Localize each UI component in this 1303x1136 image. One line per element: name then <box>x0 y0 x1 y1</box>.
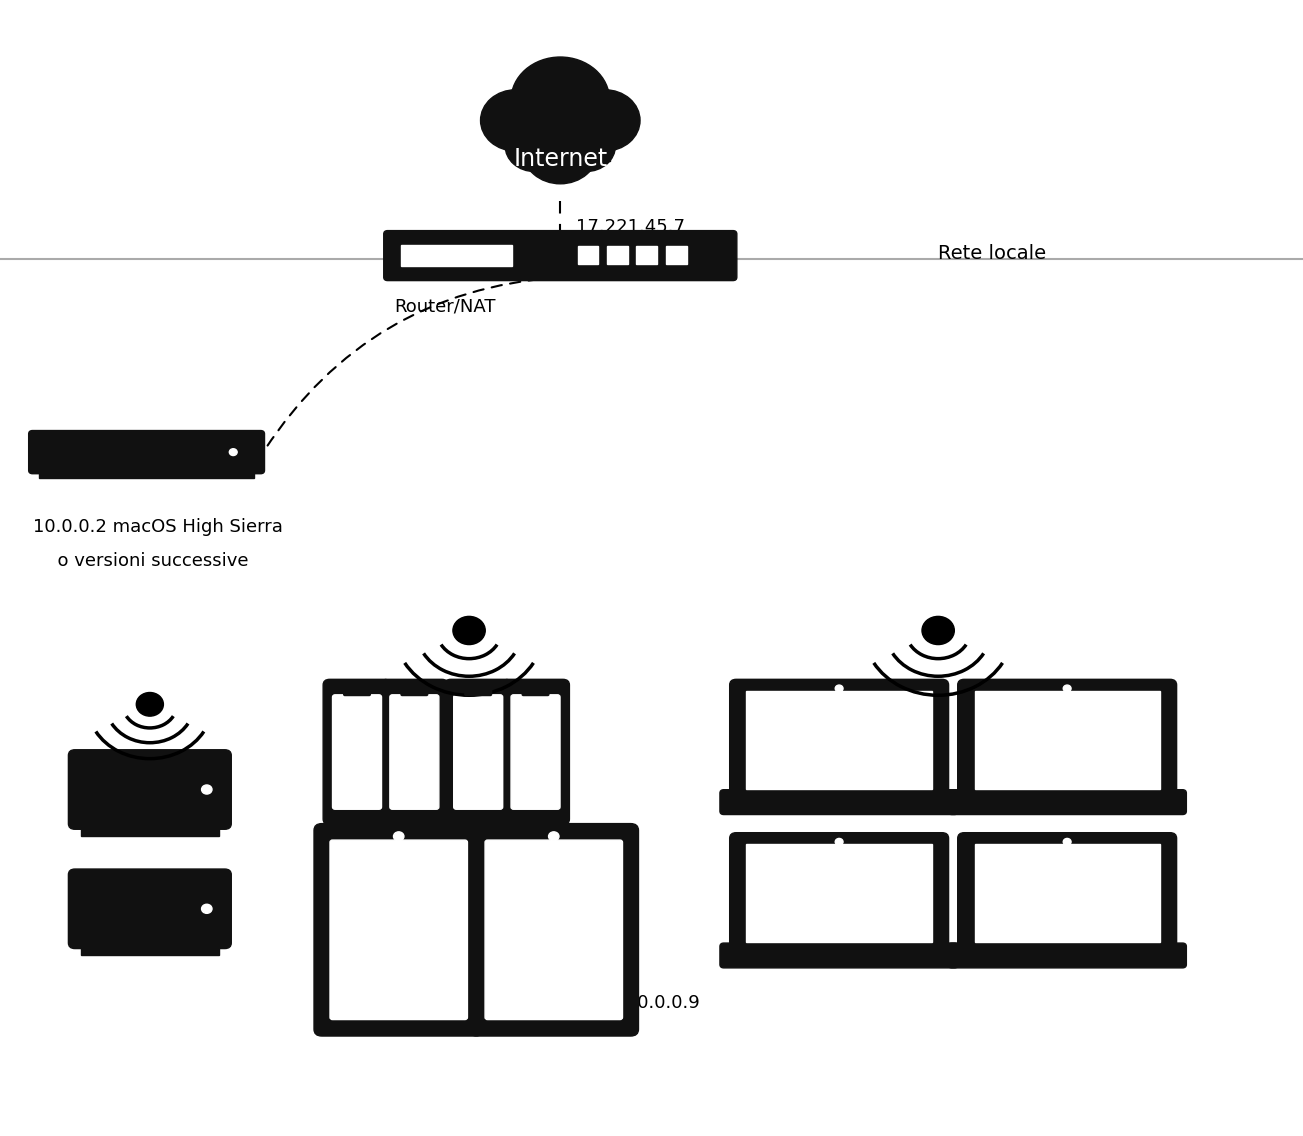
FancyBboxPatch shape <box>721 943 958 968</box>
FancyBboxPatch shape <box>607 247 628 265</box>
FancyBboxPatch shape <box>344 687 370 695</box>
FancyBboxPatch shape <box>958 679 1177 799</box>
Text: 10.0.0.2 macOS High Sierra: 10.0.0.2 macOS High Sierra <box>33 518 283 536</box>
Circle shape <box>202 785 212 794</box>
Circle shape <box>511 57 610 143</box>
FancyBboxPatch shape <box>332 695 382 809</box>
FancyBboxPatch shape <box>469 824 638 1036</box>
Circle shape <box>835 838 843 845</box>
Circle shape <box>453 617 485 644</box>
FancyBboxPatch shape <box>975 844 1160 943</box>
FancyBboxPatch shape <box>666 247 687 265</box>
Circle shape <box>506 120 564 172</box>
FancyBboxPatch shape <box>323 679 391 825</box>
Circle shape <box>481 90 551 151</box>
FancyBboxPatch shape <box>29 431 265 474</box>
Circle shape <box>556 120 615 172</box>
Circle shape <box>394 832 404 841</box>
Circle shape <box>549 832 559 841</box>
FancyBboxPatch shape <box>401 245 512 267</box>
Text: Internet: Internet <box>513 147 607 172</box>
FancyBboxPatch shape <box>69 869 232 949</box>
FancyBboxPatch shape <box>636 247 657 265</box>
FancyBboxPatch shape <box>721 790 958 815</box>
FancyBboxPatch shape <box>949 790 1186 815</box>
FancyBboxPatch shape <box>314 824 483 1036</box>
FancyBboxPatch shape <box>502 679 569 825</box>
Text: Rete locale: Rete locale <box>938 244 1046 262</box>
FancyBboxPatch shape <box>747 691 932 790</box>
FancyBboxPatch shape <box>401 687 427 695</box>
FancyBboxPatch shape <box>330 841 468 1020</box>
FancyBboxPatch shape <box>69 750 232 829</box>
FancyBboxPatch shape <box>730 679 949 799</box>
Circle shape <box>137 693 163 716</box>
FancyBboxPatch shape <box>975 691 1160 790</box>
FancyBboxPatch shape <box>453 695 503 809</box>
FancyBboxPatch shape <box>958 833 1177 952</box>
Circle shape <box>1063 685 1071 692</box>
FancyBboxPatch shape <box>81 943 219 955</box>
FancyBboxPatch shape <box>81 824 219 836</box>
FancyBboxPatch shape <box>511 126 610 161</box>
FancyBboxPatch shape <box>380 679 448 825</box>
FancyBboxPatch shape <box>747 844 932 943</box>
FancyBboxPatch shape <box>577 247 598 265</box>
Text: Router/NAT: Router/NAT <box>394 298 495 316</box>
FancyBboxPatch shape <box>511 695 560 809</box>
Text: o versioni successive: o versioni successive <box>46 552 248 570</box>
Circle shape <box>835 685 843 692</box>
Circle shape <box>923 617 954 644</box>
Text: 17.221.45.7: 17.221.45.7 <box>576 218 685 236</box>
FancyBboxPatch shape <box>444 679 512 825</box>
Circle shape <box>569 90 640 151</box>
FancyBboxPatch shape <box>523 687 549 695</box>
Text: Client 10.0.0.3–10.0.0.9: Client 10.0.0.3–10.0.0.9 <box>486 994 700 1012</box>
FancyBboxPatch shape <box>485 841 623 1020</box>
FancyBboxPatch shape <box>39 470 254 478</box>
Circle shape <box>229 449 237 456</box>
FancyBboxPatch shape <box>383 231 737 281</box>
Circle shape <box>523 118 598 184</box>
FancyBboxPatch shape <box>949 943 1186 968</box>
Circle shape <box>1063 838 1071 845</box>
FancyBboxPatch shape <box>465 687 491 695</box>
Circle shape <box>202 904 212 913</box>
FancyBboxPatch shape <box>730 833 949 952</box>
FancyBboxPatch shape <box>390 695 439 809</box>
